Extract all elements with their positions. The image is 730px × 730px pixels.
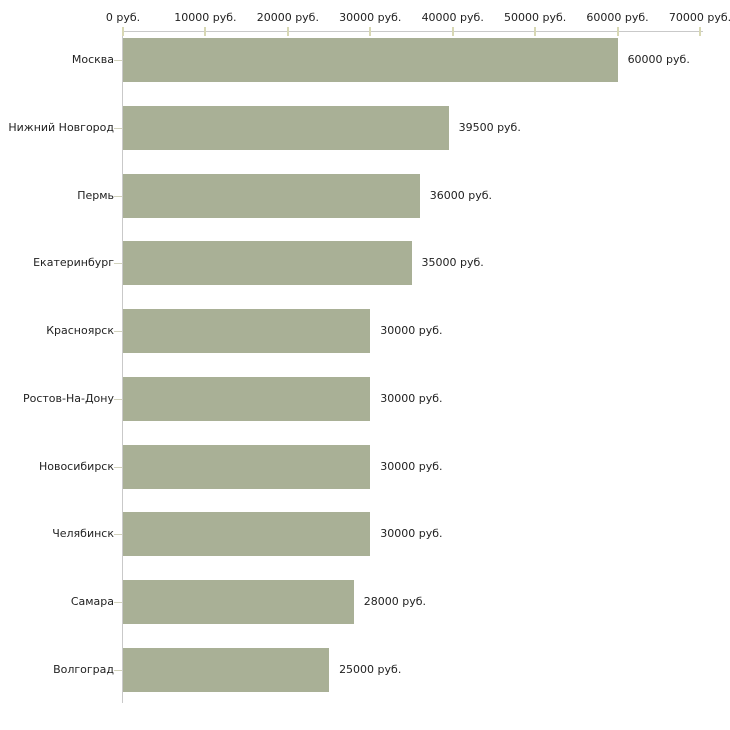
bar <box>123 580 354 625</box>
x-tick-mark <box>534 27 537 36</box>
x-tick-label: 20000 руб. <box>256 11 319 24</box>
category-label: Красноярск <box>46 324 114 338</box>
x-tick-mark <box>699 27 701 36</box>
category-label: Ростов-На-Дону <box>22 391 114 405</box>
category-tick-mark <box>114 670 122 671</box>
category-label: Челябинск <box>52 527 114 541</box>
y-axis-line <box>122 31 123 703</box>
category-tick-mark <box>114 331 122 333</box>
x-tick-label: 10000 руб. <box>174 11 237 24</box>
x-tick-label: 60000 руб. <box>586 11 649 24</box>
category-tick-mark <box>114 398 122 400</box>
value-label: 25000 руб. <box>339 663 402 676</box>
category-tick-mark <box>114 602 122 604</box>
bar <box>123 105 449 150</box>
value-label: 30000 руб. <box>380 527 443 541</box>
bar <box>123 241 412 286</box>
value-label: 30000 руб. <box>380 324 443 338</box>
category-label: Екатеринбург <box>33 256 114 270</box>
category-label: Волгоград <box>53 663 114 676</box>
bar <box>123 444 371 489</box>
category-label: Москва <box>71 53 114 66</box>
value-label: 30000 руб. <box>380 459 443 473</box>
bar <box>123 648 330 692</box>
x-tick-label: 30000 руб. <box>339 11 402 24</box>
x-tick-mark <box>616 27 619 36</box>
value-label: 35000 руб. <box>421 256 484 270</box>
category-tick-mark <box>114 195 122 197</box>
x-axis-line <box>122 31 703 32</box>
bar <box>123 173 420 218</box>
x-tick-mark <box>286 27 289 36</box>
x-tick-mark <box>451 27 454 36</box>
bar <box>123 38 618 82</box>
category-tick-mark <box>114 534 122 536</box>
category-label: Нижний Новгород <box>8 120 114 134</box>
category-label: Новосибирск <box>38 459 114 473</box>
x-tick-label: 40000 руб. <box>421 11 484 24</box>
bar <box>123 309 371 354</box>
value-label: 60000 руб. <box>627 53 690 66</box>
category-label: Самара <box>70 595 114 609</box>
x-tick-label: 0 руб. <box>105 11 141 24</box>
x-tick-mark <box>122 27 124 36</box>
x-tick-label: 50000 руб. <box>504 11 567 24</box>
category-label: Пермь <box>77 188 114 202</box>
category-tick-mark <box>114 263 122 265</box>
x-tick-mark <box>204 27 207 36</box>
category-tick-mark <box>114 466 122 468</box>
x-tick-label: 70000 руб. <box>668 11 730 24</box>
x-tick-mark <box>369 27 372 36</box>
value-label: 39500 руб. <box>458 120 521 134</box>
bar <box>123 512 371 557</box>
category-tick-mark <box>114 60 122 61</box>
value-label: 30000 руб. <box>380 391 443 405</box>
category-tick-mark <box>114 127 122 129</box>
value-label: 28000 руб. <box>363 595 427 609</box>
value-label: 36000 руб. <box>429 188 492 202</box>
bar <box>123 376 371 421</box>
